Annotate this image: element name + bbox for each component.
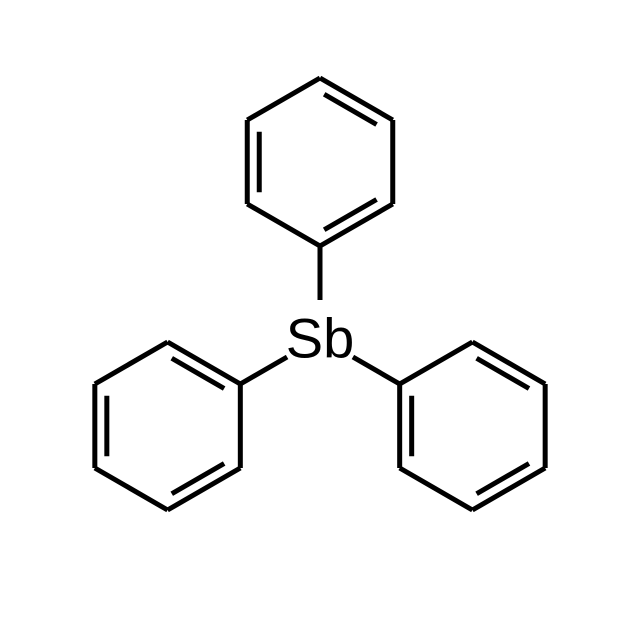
molecule-canvas: Sb [0,0,640,617]
center-atom-label: Sb [286,307,355,370]
bond-line [324,199,376,229]
bond-line [353,357,400,384]
bond-line [477,358,529,388]
bond-line [95,342,168,384]
bond-line [247,78,320,120]
bonds-layer [95,78,545,510]
bond-line [95,468,168,510]
bond-line [324,94,376,124]
bond-line [172,358,224,388]
bond-line [172,463,224,493]
bond-line [477,463,529,493]
bond-line [247,204,320,246]
bond-line [400,468,473,510]
bond-line [240,357,287,384]
bond-line [400,342,473,384]
